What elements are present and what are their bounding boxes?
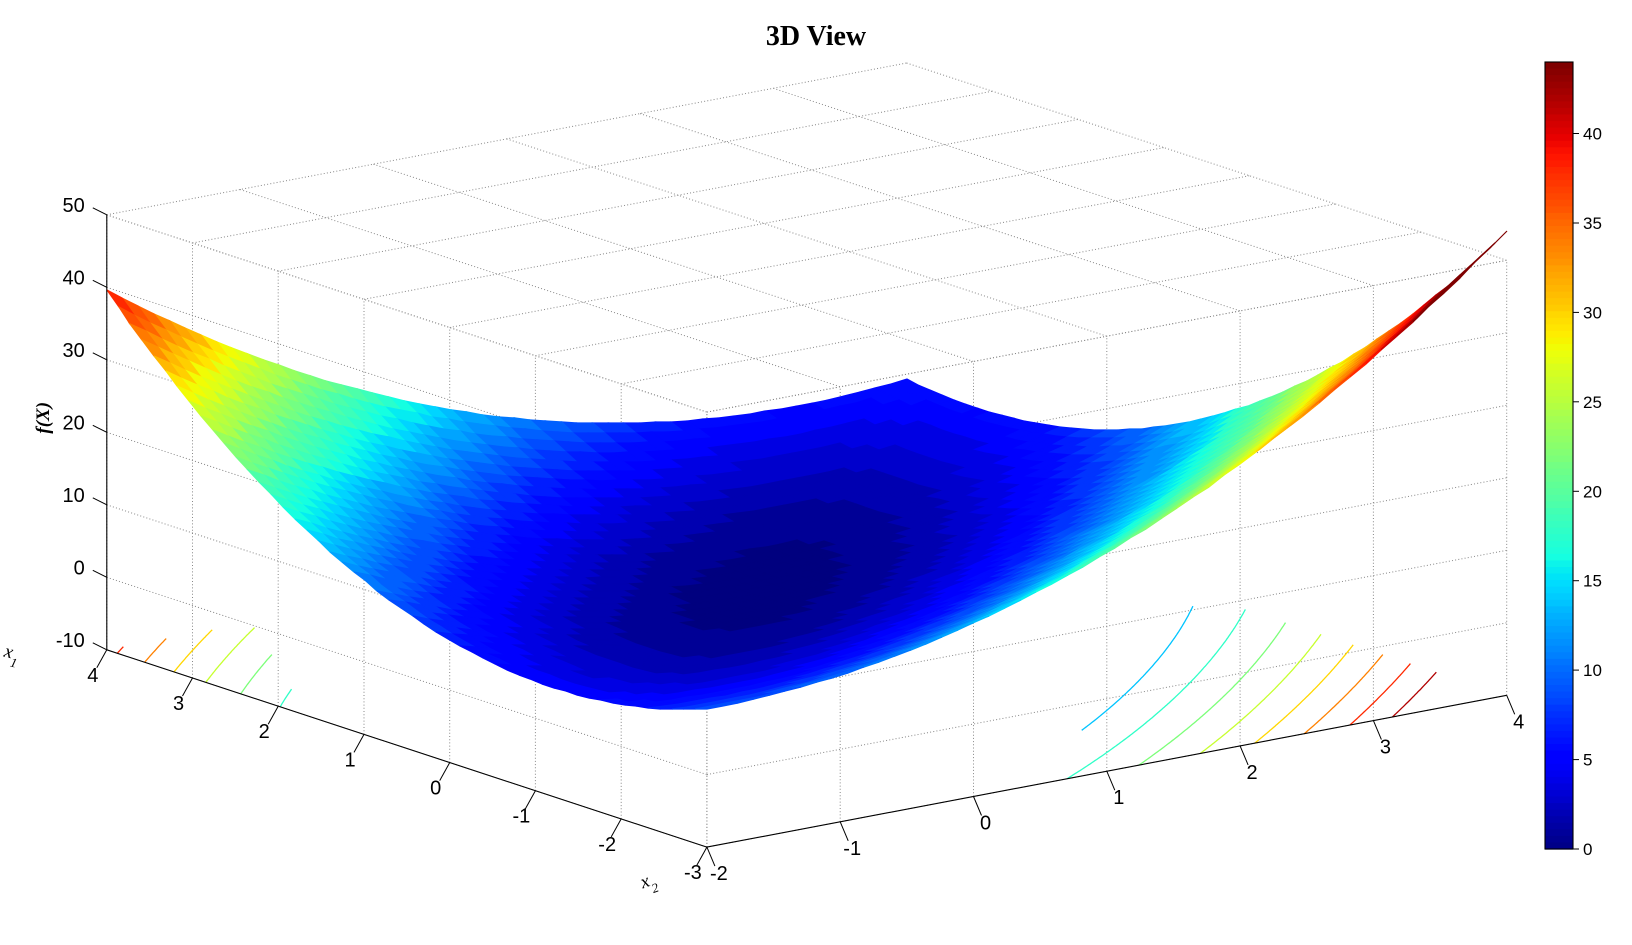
svg-text:0: 0 xyxy=(430,778,441,800)
svg-text:-2: -2 xyxy=(598,834,616,856)
svg-text:30: 30 xyxy=(63,340,85,362)
svg-text:10: 10 xyxy=(63,485,85,507)
svg-text:20: 20 xyxy=(1583,482,1602,501)
svg-text:20: 20 xyxy=(63,412,85,434)
svg-text:f(X): f(X) xyxy=(33,402,54,434)
svg-text:1: 1 xyxy=(1113,787,1124,809)
svg-text:-1: -1 xyxy=(513,806,531,828)
svg-text:1: 1 xyxy=(344,749,355,771)
svg-text:-1: -1 xyxy=(843,838,861,860)
svg-text:40: 40 xyxy=(63,267,85,289)
svg-text:4: 4 xyxy=(1513,711,1524,733)
svg-text:40: 40 xyxy=(1583,125,1602,144)
svg-text:30: 30 xyxy=(1583,303,1602,322)
svg-text:25: 25 xyxy=(1583,393,1602,412)
svg-text:5: 5 xyxy=(1583,751,1592,770)
svg-text:10: 10 xyxy=(1583,661,1602,680)
svg-text:3: 3 xyxy=(1380,737,1391,759)
svg-text:-2: -2 xyxy=(710,863,728,885)
svg-text:3: 3 xyxy=(173,693,184,715)
svg-text:2: 2 xyxy=(259,721,270,743)
svg-text:15: 15 xyxy=(1583,572,1602,591)
svg-text:0: 0 xyxy=(980,813,991,835)
svg-text:4: 4 xyxy=(87,665,98,687)
svg-text:50: 50 xyxy=(63,195,85,217)
svg-text:0: 0 xyxy=(74,557,85,579)
svg-text:0: 0 xyxy=(1583,840,1592,859)
svg-text:2: 2 xyxy=(1247,762,1258,784)
svg-text:3D View: 3D View xyxy=(766,21,867,52)
svg-text:35: 35 xyxy=(1583,214,1602,233)
svg-text:-3: -3 xyxy=(684,862,702,884)
svg-text:-10: -10 xyxy=(56,630,85,652)
